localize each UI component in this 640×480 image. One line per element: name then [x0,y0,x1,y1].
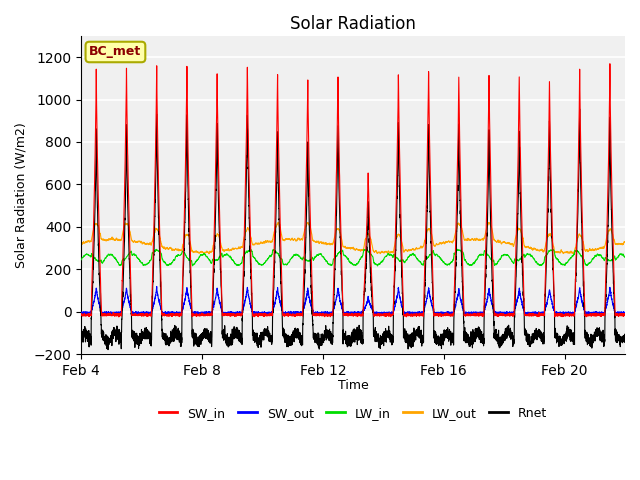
Title: Solar Radiation: Solar Radiation [290,15,416,33]
X-axis label: Time: Time [338,379,369,392]
Text: BC_met: BC_met [90,46,141,59]
Y-axis label: Solar Radiation (W/m2): Solar Radiation (W/m2) [15,122,28,268]
Legend: SW_in, SW_out, LW_in, LW_out, Rnet: SW_in, SW_out, LW_in, LW_out, Rnet [154,402,552,425]
